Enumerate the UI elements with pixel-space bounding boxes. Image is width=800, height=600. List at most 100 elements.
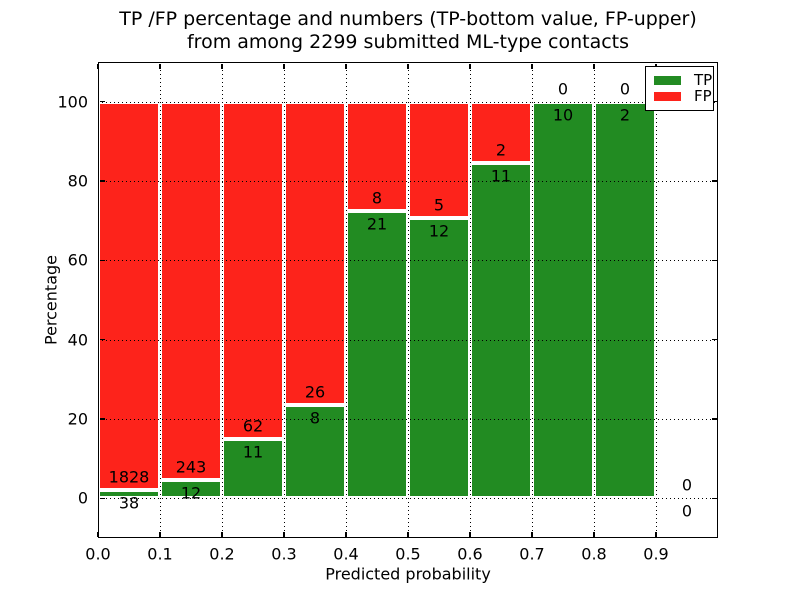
- x-tick-label: 0.2: [209, 544, 235, 564]
- tick-mark: [159, 63, 161, 69]
- tick-mark: [407, 63, 409, 69]
- v-gridline: [594, 62, 595, 538]
- y-tick-label: 60: [67, 250, 88, 270]
- fp-count-label: 0: [557, 79, 569, 99]
- v-gridline: [408, 62, 409, 538]
- tick-mark: [345, 531, 347, 537]
- tp-count-label: 2: [619, 105, 631, 125]
- y-tick-label: 100: [57, 92, 88, 112]
- tp-count-label: 12: [180, 483, 202, 503]
- v-gridline: [346, 62, 347, 538]
- y-tick-label: 0: [77, 488, 88, 508]
- x-tick-label: 0.9: [643, 544, 669, 564]
- tick-mark: [283, 63, 285, 69]
- tick-mark: [469, 531, 471, 537]
- tp-count-label: 21: [366, 214, 388, 234]
- tp-bar: [408, 218, 470, 499]
- tick-mark: [531, 531, 533, 537]
- tp-count-label: 0: [681, 501, 693, 521]
- tick-mark: [711, 259, 717, 262]
- tp-count-label: 12: [428, 221, 450, 241]
- fp-count-label: 1828: [108, 467, 150, 487]
- tick-mark: [469, 63, 471, 69]
- fp-bar: [284, 101, 346, 405]
- legend-swatch-fp-icon: [654, 91, 681, 101]
- legend-entry: TP: [654, 73, 712, 88]
- tp-count-label: 11: [242, 442, 264, 462]
- fp-count-label: 5: [433, 195, 445, 215]
- tp-bar: [98, 490, 160, 499]
- tick-mark: [97, 531, 99, 537]
- v-gridline: [160, 62, 161, 538]
- tick-mark: [221, 63, 223, 69]
- x-tick-label: 0.5: [395, 544, 421, 564]
- tp-bar: [284, 404, 346, 499]
- tick-mark: [159, 531, 161, 537]
- tp-bar: [594, 101, 656, 499]
- tick-mark: [99, 100, 105, 103]
- tick-mark: [99, 259, 105, 262]
- v-gridline: [656, 62, 657, 538]
- tick-mark: [99, 497, 105, 500]
- x-tick-label: 0.0: [85, 544, 111, 564]
- tick-mark: [99, 338, 105, 341]
- tp-bar: [470, 162, 532, 499]
- y-tick-label: 40: [67, 330, 88, 350]
- tick-mark: [655, 531, 657, 537]
- legend-entry: FP: [654, 88, 712, 104]
- y-tick-label: 80: [67, 171, 88, 191]
- tp-bar: [532, 101, 594, 499]
- tp-count-label: 38: [118, 493, 140, 513]
- fp-bar: [346, 101, 408, 212]
- chart-subtitle: from among 2299 submitted ML-type contac…: [186, 31, 630, 53]
- tick-mark: [345, 63, 347, 69]
- tick-mark: [711, 497, 717, 500]
- fp-count-label: 8: [371, 188, 383, 208]
- tp-count-label: 10: [552, 105, 574, 125]
- x-tick-label: 0.6: [457, 544, 483, 564]
- fp-count-label: 62: [242, 416, 264, 436]
- tick-mark: [283, 531, 285, 537]
- v-gridline: [532, 62, 533, 538]
- legend-swatch-tp-icon: [654, 76, 681, 86]
- legend-label: FP: [694, 86, 712, 105]
- x-tick-label: 0.3: [271, 544, 297, 564]
- fp-count-label: 2: [495, 140, 507, 160]
- x-axis-label: Predicted probability: [325, 564, 491, 584]
- v-gridline: [470, 62, 471, 538]
- x-tick-label: 0.1: [147, 544, 173, 564]
- fp-bar: [98, 101, 160, 491]
- fp-bar: [222, 101, 284, 439]
- tick-mark: [711, 418, 717, 420]
- chart-title: TP /FP percentage and numbers (TP-bottom…: [119, 8, 697, 30]
- tick-mark: [221, 531, 223, 537]
- tick-mark: [593, 63, 595, 69]
- v-gridline: [222, 62, 223, 538]
- tp-bar: [346, 211, 408, 499]
- tick-mark: [711, 100, 717, 103]
- v-gridline: [284, 62, 285, 538]
- legend: TP FP: [645, 66, 714, 111]
- chart-title-block: TP /FP percentage and numbers (TP-bottom…: [98, 8, 718, 54]
- fp-bar: [160, 101, 222, 480]
- legend-label: TP: [694, 71, 713, 90]
- x-tick-label: 0.8: [581, 544, 607, 564]
- tick-mark: [97, 63, 99, 69]
- fp-count-label: 0: [619, 79, 631, 99]
- x-tick-label: 0.4: [333, 544, 359, 564]
- tick-mark: [531, 63, 533, 69]
- tick-mark: [711, 180, 717, 182]
- fp-bar: [408, 101, 470, 219]
- fp-bar: [470, 101, 532, 163]
- tp-count-label: 11: [490, 166, 512, 186]
- tick-mark: [407, 531, 409, 537]
- tp-count-label: 8: [309, 408, 321, 428]
- fp-count-label: 26: [304, 382, 326, 402]
- fp-count-label: 243: [175, 457, 207, 477]
- fp-count-label: 0: [681, 475, 693, 495]
- tick-mark: [593, 531, 595, 537]
- tick-mark: [99, 180, 105, 182]
- tp-bar: [222, 438, 284, 499]
